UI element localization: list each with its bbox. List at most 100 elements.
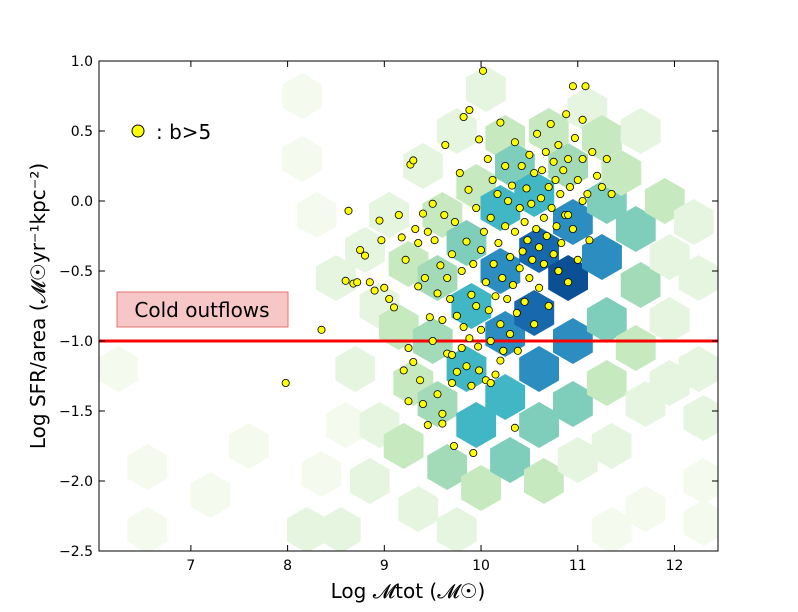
data-point bbox=[539, 213, 548, 222]
data-point bbox=[399, 366, 408, 375]
hexbin-cell bbox=[625, 486, 666, 532]
data-point bbox=[486, 213, 495, 222]
data-point bbox=[528, 255, 537, 264]
data-point bbox=[496, 320, 505, 329]
y-tick-label: −2.5 bbox=[59, 544, 93, 560]
data-point bbox=[520, 217, 529, 226]
data-point bbox=[450, 217, 459, 226]
hexbin-cell bbox=[601, 150, 642, 196]
data-point bbox=[533, 129, 542, 138]
hexbin-cell bbox=[620, 262, 661, 308]
hexbin-cell bbox=[557, 437, 598, 483]
data-point bbox=[447, 378, 456, 387]
hexbin-cell bbox=[417, 255, 458, 301]
hexbin-cell bbox=[673, 199, 714, 245]
data-point bbox=[465, 106, 474, 115]
hexbin-density-layer bbox=[99, 66, 718, 551]
hexbin-cell bbox=[417, 381, 458, 427]
data-point bbox=[462, 362, 471, 371]
data-point bbox=[436, 261, 445, 270]
annotation-text: Cold outflows bbox=[134, 298, 269, 322]
data-point bbox=[564, 278, 573, 287]
hexbin-cell bbox=[229, 423, 269, 469]
hexbin-cell bbox=[301, 451, 342, 497]
hexbin-cell bbox=[649, 297, 690, 343]
data-point bbox=[530, 168, 539, 177]
hexbin-cell bbox=[349, 458, 390, 504]
data-point bbox=[483, 154, 492, 163]
data-point bbox=[446, 294, 455, 303]
data-point bbox=[506, 252, 515, 261]
data-point bbox=[523, 236, 532, 245]
data-point bbox=[486, 378, 495, 387]
hexbin-cell bbox=[320, 507, 361, 551]
data-point bbox=[491, 370, 500, 379]
data-point bbox=[317, 325, 326, 334]
data-point bbox=[481, 278, 490, 287]
data-point bbox=[501, 161, 510, 170]
data-point bbox=[559, 166, 568, 175]
data-point bbox=[365, 278, 374, 287]
y-tick-label: 0.5 bbox=[71, 124, 93, 140]
hexbin-cell bbox=[683, 395, 718, 441]
data-point bbox=[494, 238, 503, 247]
hexbin-cell bbox=[345, 227, 385, 273]
data-point bbox=[469, 448, 478, 457]
hexbin-cell bbox=[683, 458, 718, 504]
y-tick-label: −2.0 bbox=[59, 474, 93, 490]
data-point bbox=[525, 150, 534, 159]
legend-marker-icon bbox=[131, 124, 145, 138]
hexbin-cell bbox=[683, 500, 718, 546]
hexbin-cell bbox=[586, 360, 627, 406]
data-point bbox=[380, 283, 389, 292]
hexbin-cell bbox=[325, 402, 366, 448]
data-point bbox=[585, 236, 594, 245]
data-point bbox=[469, 259, 478, 268]
data-point bbox=[377, 236, 386, 245]
data-point bbox=[570, 133, 579, 142]
data-point bbox=[467, 290, 476, 299]
data-point bbox=[472, 203, 481, 212]
data-point bbox=[418, 209, 427, 218]
data-point bbox=[578, 196, 587, 205]
data-point bbox=[389, 303, 398, 312]
data-point bbox=[423, 420, 432, 429]
data-point bbox=[593, 171, 602, 180]
data-point bbox=[517, 161, 526, 170]
hexbin-cell bbox=[519, 402, 559, 448]
data-point bbox=[440, 210, 449, 219]
hexbin-cell bbox=[99, 346, 139, 392]
data-point bbox=[488, 175, 497, 184]
data-point bbox=[513, 346, 522, 355]
hexbin-cell bbox=[316, 255, 356, 301]
data-point bbox=[457, 343, 466, 352]
y-tick-label: −1.5 bbox=[59, 404, 93, 420]
data-point bbox=[535, 243, 544, 252]
data-point bbox=[499, 346, 508, 355]
data-point bbox=[397, 233, 406, 242]
data-point bbox=[474, 342, 483, 351]
legend: : b>5 bbox=[131, 120, 211, 144]
hexbin-cell bbox=[620, 108, 661, 154]
data-point bbox=[573, 175, 582, 184]
hexbin-cell bbox=[403, 143, 443, 189]
y-axis-label: Log SFR/area (𝓜☉yr⁻¹kpc⁻²) bbox=[26, 163, 50, 449]
data-point bbox=[394, 210, 403, 219]
data-point bbox=[411, 224, 420, 233]
data-point bbox=[428, 336, 437, 345]
hexbin-cell bbox=[383, 423, 424, 469]
x-tick-label: 7 bbox=[186, 558, 195, 574]
data-point bbox=[447, 350, 456, 359]
data-point bbox=[353, 278, 362, 287]
data-point bbox=[428, 199, 437, 208]
data-point bbox=[568, 224, 577, 233]
data-point bbox=[341, 276, 350, 285]
data-point bbox=[568, 82, 577, 91]
data-point bbox=[430, 236, 439, 245]
scatter-points-layer bbox=[281, 66, 616, 457]
data-point bbox=[557, 238, 566, 247]
data-point bbox=[588, 147, 597, 156]
data-point bbox=[375, 216, 384, 225]
data-point bbox=[486, 336, 495, 345]
